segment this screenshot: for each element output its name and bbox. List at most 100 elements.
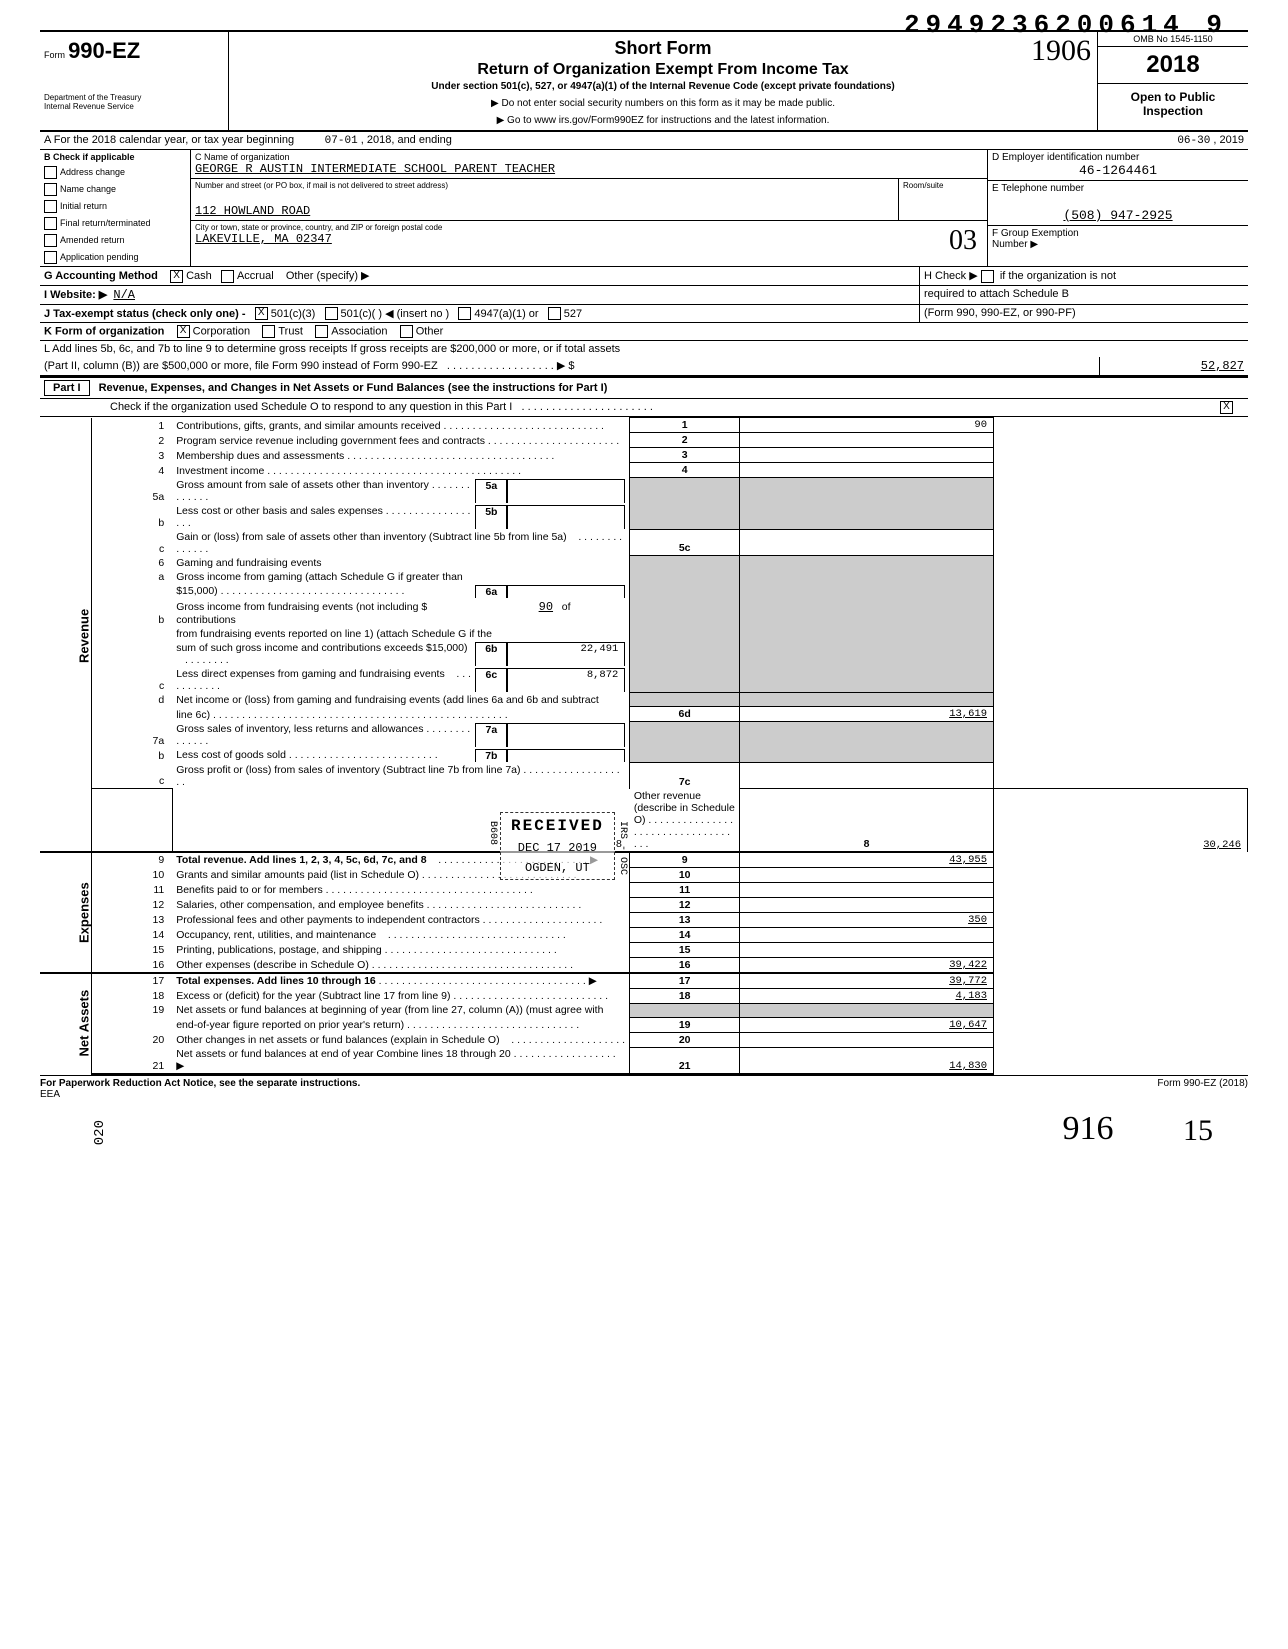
line-18-val: 4,183 — [740, 988, 994, 1003]
line-6c-desc: Less direct expenses from gaming and fun… — [176, 668, 444, 680]
line-5c-desc: Gain or (loss) from sale of assets other… — [176, 531, 566, 543]
section-f-label2: Number ▶ — [992, 239, 1244, 250]
chk-assoc[interactable] — [315, 325, 328, 338]
line-l-text1: L Add lines 5b, 6c, and 7b to line 9 to … — [44, 343, 620, 355]
line-l-value: 52,827 — [1099, 357, 1248, 375]
chk-schedule-o[interactable]: X — [1220, 401, 1233, 414]
title-short-form: Short Form — [237, 38, 1089, 59]
section-c-name-label: C Name of organization — [195, 152, 983, 162]
form-label: Form — [44, 50, 65, 60]
chk-initial-return[interactable] — [44, 200, 57, 213]
line-2-desc: Program service revenue including govern… — [176, 435, 485, 447]
line-11-desc: Benefits paid to or for members — [176, 884, 322, 896]
line-6d-desc1: Net income or (loss) from gaming and fun… — [172, 693, 630, 707]
line-7b-desc: Less cost of goods sold — [176, 749, 286, 761]
section-bcdef: B Check if applicable Address change Nam… — [40, 150, 1248, 267]
chk-527[interactable] — [548, 307, 561, 320]
lbl-initial-return: Initial return — [60, 201, 107, 211]
title-return: Return of Organization Exempt From Incom… — [237, 61, 1089, 79]
line-5b-desc: Less cost or other basis and sales expen… — [176, 505, 383, 517]
part-i-title: Revenue, Expenses, and Changes in Net As… — [99, 382, 608, 394]
chk-501c[interactable] — [325, 307, 338, 320]
handwritten-code: 1906 — [1031, 34, 1091, 68]
line-j-label: J Tax-exempt status (check only one) - — [44, 308, 246, 320]
line-19-desc2: end-of-year figure reported on prior yea… — [176, 1019, 404, 1031]
footer-eea: EEA — [40, 1089, 60, 1100]
line-6b-val: 22,491 — [507, 642, 625, 666]
lbl-527: 527 — [564, 308, 582, 320]
line-6c-val: 8,872 — [507, 668, 625, 692]
chk-address-change[interactable] — [44, 166, 57, 179]
line-16-desc: Other expenses (describe in Schedule O) — [176, 959, 369, 971]
chk-other-org[interactable] — [400, 325, 413, 338]
footer-left: For Paperwork Reduction Act Notice, see … — [40, 1078, 360, 1089]
street-label: Number and street (or PO box, if mail is… — [195, 181, 894, 190]
part-i-header: Part I Revenue, Expenses, and Changes in… — [40, 376, 1248, 399]
line-14-desc: Occupancy, rent, utilities, and maintena… — [176, 929, 376, 941]
line-9-desc: Total revenue. Add lines 1, 2, 3, 4, 5c,… — [176, 854, 426, 866]
line-21-desc: Net assets or fund balances at end of ye… — [176, 1048, 510, 1060]
chk-application-pending[interactable] — [44, 251, 57, 264]
city-value: LAKEVILLE, MA 02347 — [195, 232, 983, 246]
line-7a-desc: Gross sales of inventory, less returns a… — [176, 723, 423, 735]
lbl-501c: 501(c)( — [341, 308, 376, 320]
line-7c-desc: Gross profit or (loss) from sales of inv… — [176, 764, 520, 776]
section-f-label: F Group Exemption — [992, 228, 1244, 239]
line-5a-desc: Gross amount from sale of assets other t… — [176, 479, 429, 491]
chk-amended-return[interactable] — [44, 234, 57, 247]
stamp-code: B608 — [487, 821, 498, 845]
chk-corp[interactable]: X — [177, 325, 190, 338]
lbl-final-return: Final return/terminated — [60, 218, 151, 228]
vlabel-expenses: Expenses — [40, 852, 91, 973]
chk-501c3[interactable]: X — [255, 307, 268, 320]
chk-trust[interactable] — [262, 325, 275, 338]
open-public-2: Inspection — [1100, 104, 1246, 118]
line-i-label: I Website: ▶ — [44, 289, 107, 301]
received-stamp: RECEIVED B608 DEC 17 2019 OGDEN, UT IRS … — [500, 812, 615, 880]
chk-4947[interactable] — [458, 307, 471, 320]
city-label: City or town, state or province, country… — [195, 223, 983, 232]
line-6d-desc2: line 6c) — [176, 709, 210, 721]
section-b-label: B Check if applicable — [44, 152, 135, 162]
bottom-code: 020 — [92, 1120, 108, 1145]
chk-final-return[interactable] — [44, 217, 57, 230]
line-a: A For the 2018 calendar year, or tax yea… — [40, 132, 1248, 150]
lbl-4947: 4947(a)(1) or — [474, 308, 538, 320]
line-a-end: 06-30 — [1177, 135, 1210, 147]
dept-irs: Internal Revenue Service — [44, 103, 224, 112]
line-19-val: 10,647 — [740, 1017, 994, 1032]
line-18-desc: Excess or (deficit) for the year (Subtra… — [176, 990, 450, 1002]
line-l-text2: (Part II, column (B)) are $500,000 or mo… — [44, 360, 438, 372]
chk-h[interactable] — [981, 270, 994, 283]
line-13-desc: Professional fees and other payments to … — [176, 914, 480, 926]
line-6d-val: 13,619 — [740, 707, 994, 722]
line-13-val: 350 — [740, 912, 994, 927]
chk-cash[interactable]: X — [170, 270, 183, 283]
ein-value: 46-1264461 — [992, 163, 1244, 178]
chk-accrual[interactable] — [221, 270, 234, 283]
lbl-trust: Trust — [278, 326, 303, 338]
line-k-label: K Form of organization — [44, 326, 164, 338]
line-20-desc: Other changes in net assets or fund bala… — [176, 1034, 499, 1046]
subtitle-goto: ▶ Go to www irs.gov/Form990EZ for instru… — [237, 115, 1089, 126]
lbl-other-org: Other — [416, 326, 444, 338]
line-19-desc1: Net assets or fund balances at beginning… — [172, 1003, 630, 1017]
line-16-val: 39,422 — [740, 957, 994, 973]
form-header: Form 990-EZ Department of the Treasury I… — [40, 30, 1248, 132]
phone-value: (508) 947-2925 — [992, 208, 1244, 223]
part-i-check-line: Check if the organization used Schedule … — [110, 401, 512, 413]
form-number: 990-EZ — [68, 38, 140, 63]
stamp-side: IRS - OSC — [617, 821, 628, 875]
line-8-val: 30,246 — [994, 789, 1248, 852]
stamp-received: RECEIVED — [511, 817, 604, 835]
line-6b-contrib: 90 — [433, 600, 553, 614]
tax-year: 2018 — [1098, 47, 1248, 84]
line-a-label: A For the 2018 calendar year, or tax yea… — [44, 134, 294, 146]
line-6b-desc4: sum of such gross income and contributio… — [176, 642, 467, 654]
line-12-desc: Salaries, other compensation, and employ… — [176, 899, 423, 911]
lbl-corp: Corporation — [193, 326, 250, 338]
chk-name-change[interactable] — [44, 183, 57, 196]
line-h-label: H Check ▶ — [924, 270, 978, 282]
lbl-address-change: Address change — [60, 167, 125, 177]
line-3-desc: Membership dues and assessments — [176, 450, 344, 462]
